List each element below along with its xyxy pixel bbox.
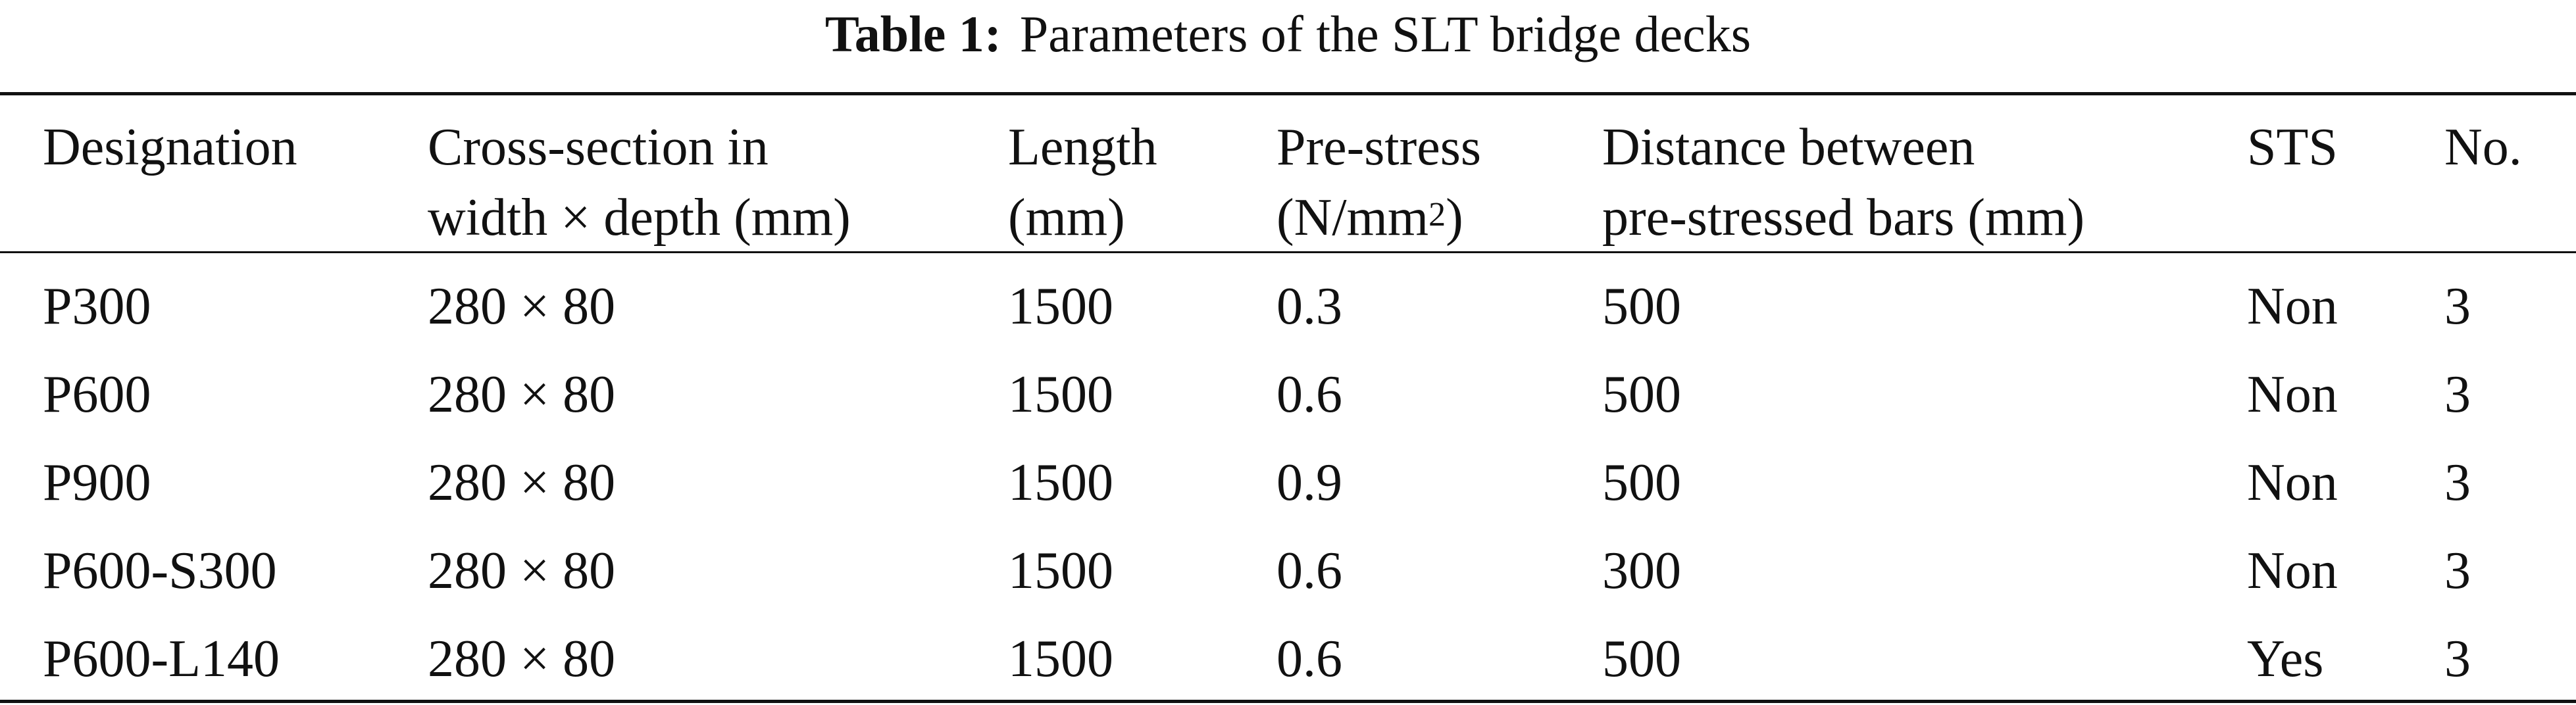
cell-distance: 500 (1602, 278, 1681, 335)
header-cross-section-line1: Cross-section in (428, 118, 769, 176)
top-rule (0, 92, 2576, 95)
cell-no: 3 (2444, 366, 2471, 424)
cell-sts: Non (2247, 454, 2338, 512)
cell-no: 3 (2444, 542, 2471, 600)
table-row: P600-S300 280 × 80 1500 0.6 300 Non 3 (0, 527, 2576, 616)
cell-distance: 300 (1602, 542, 1681, 600)
cell-length: 1500 (1008, 630, 1113, 688)
header-no: No. (2444, 118, 2522, 176)
header-prestress-line2: (N/mm2) (1276, 187, 1463, 248)
cell-distance: 500 (1602, 366, 1681, 424)
cell-prestress: 0.9 (1276, 454, 1342, 512)
bottom-rule (0, 700, 2576, 703)
cell-length: 1500 (1008, 542, 1113, 600)
header-prestress-unit: (N/mm (1276, 189, 1429, 247)
cell-distance: 500 (1602, 454, 1681, 512)
header-designation: Designation (43, 118, 297, 176)
cell-designation: P900 (43, 454, 151, 512)
table-row: P600 280 × 80 1500 0.6 500 Non 3 (0, 351, 2576, 439)
cell-prestress: 0.6 (1276, 542, 1342, 600)
header-prestress-line1: Pre-stress (1276, 118, 1482, 176)
cell-designation: P300 (43, 278, 151, 335)
cell-cross-section: 280 × 80 (428, 454, 616, 512)
cell-distance: 500 (1602, 630, 1681, 688)
cell-cross-section: 280 × 80 (428, 630, 616, 688)
cell-no: 3 (2444, 454, 2471, 512)
cell-designation: P600 (43, 366, 151, 424)
table-row: P900 280 × 80 1500 0.9 500 Non 3 (0, 439, 2576, 527)
table-caption: Table 1: Parameters of the SLT bridge dec… (0, 1, 2576, 67)
cell-cross-section: 280 × 80 (428, 278, 616, 335)
cell-sts: Yes (2247, 630, 2324, 688)
cell-sts: Non (2247, 278, 2338, 335)
header-rule (0, 251, 2576, 253)
header-length-line1: Length (1008, 118, 1157, 176)
cell-no: 3 (2444, 278, 2471, 335)
cell-length: 1500 (1008, 366, 1113, 424)
header-sts: STS (2247, 118, 2338, 176)
cell-length: 1500 (1008, 278, 1113, 335)
header-prestress-exponent: 2 (1428, 196, 1446, 233)
header-prestress-close: ) (1446, 189, 1463, 247)
cell-prestress: 0.6 (1276, 366, 1342, 424)
cell-prestress: 0.6 (1276, 630, 1342, 688)
table-row: P600-L140 280 × 80 1500 0.6 500 Yes 3 (0, 616, 2576, 704)
cell-cross-section: 280 × 80 (428, 366, 616, 424)
cell-no: 3 (2444, 630, 2471, 688)
cell-length: 1500 (1008, 454, 1113, 512)
header-length-line2: (mm) (1008, 189, 1125, 247)
cell-prestress: 0.3 (1276, 278, 1342, 335)
header-distance-line2: pre-stressed bars (mm) (1602, 189, 2085, 247)
header-distance-line1: Distance between (1602, 118, 1975, 176)
caption-text: Parameters of the SLT bridge decks (1019, 5, 1752, 62)
cell-cross-section: 280 × 80 (428, 542, 616, 600)
cell-designation: P600-S300 (43, 542, 277, 600)
cell-designation: P600-L140 (43, 630, 280, 688)
caption-label: Table 1: (824, 5, 1001, 62)
header-cross-section-line2: width × depth (mm) (428, 189, 851, 247)
cell-sts: Non (2247, 366, 2338, 424)
cell-sts: Non (2247, 542, 2338, 600)
table-row: P300 280 × 80 1500 0.3 500 Non 3 (0, 263, 2576, 351)
